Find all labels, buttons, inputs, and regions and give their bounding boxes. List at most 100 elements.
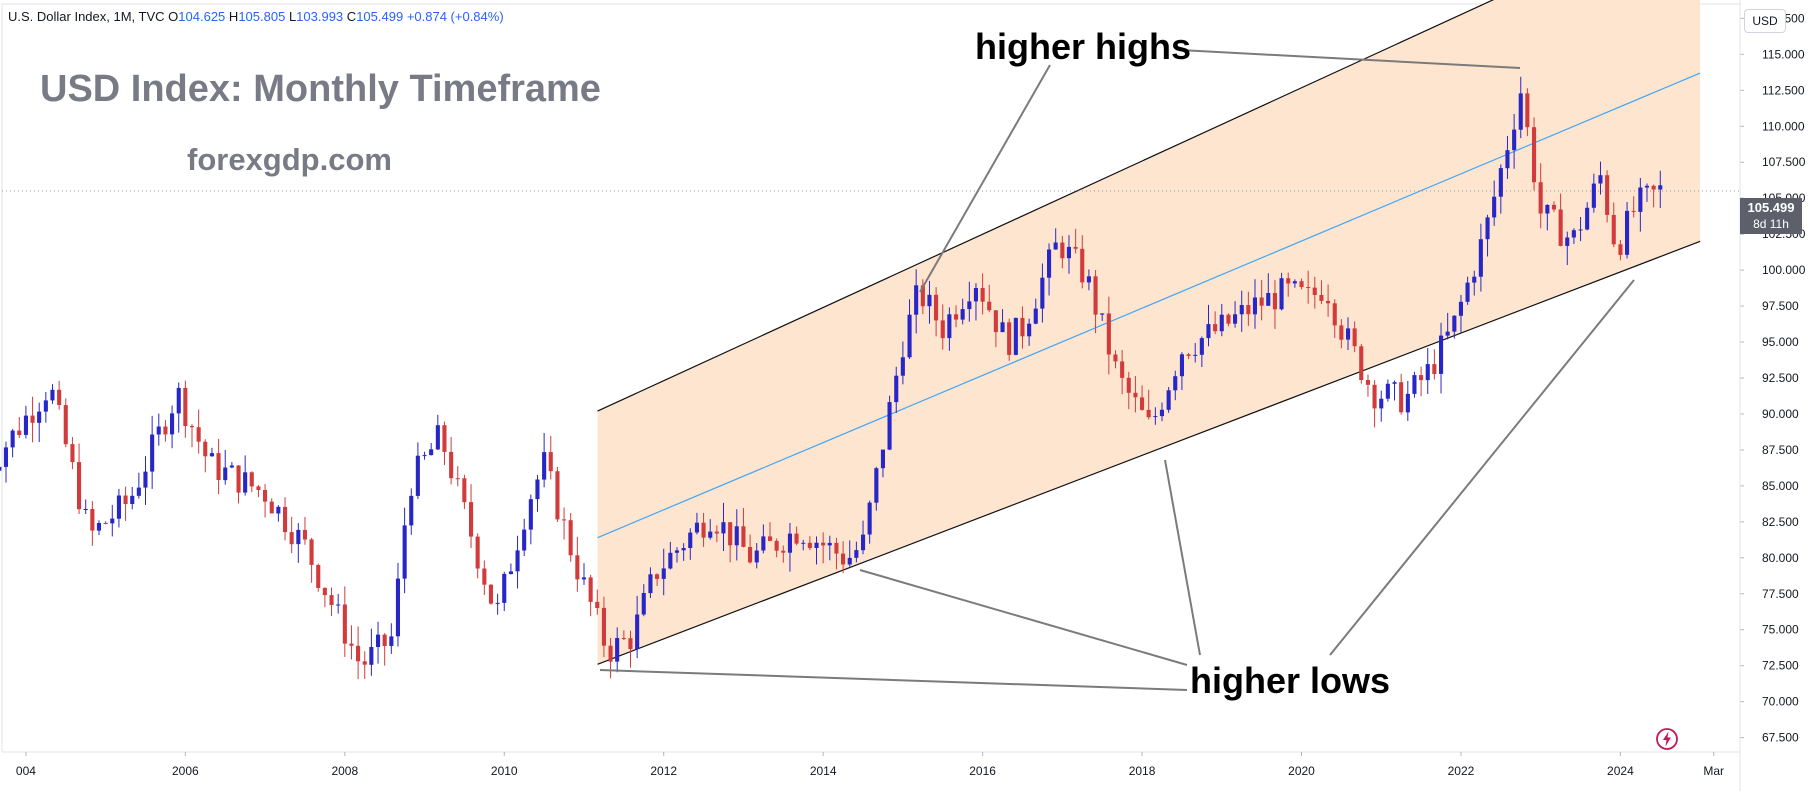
candle-body bbox=[229, 465, 234, 468]
candle-body bbox=[1186, 354, 1191, 356]
candle-body bbox=[1346, 328, 1351, 340]
candle-body bbox=[568, 520, 573, 556]
candle-body bbox=[954, 314, 959, 320]
candle-body bbox=[96, 523, 101, 531]
y-tick-label: 67.500 bbox=[1762, 731, 1799, 745]
candle-body bbox=[1027, 323, 1032, 337]
candle-body bbox=[163, 426, 168, 435]
x-tick-label: 2008 bbox=[331, 764, 358, 778]
last-price-tag: 105.499 8d 11h bbox=[1740, 198, 1802, 234]
candle-body bbox=[1565, 237, 1570, 246]
candle-body bbox=[1040, 277, 1045, 309]
lightning-bolt-icon[interactable] bbox=[1655, 727, 1679, 751]
candle-body bbox=[1086, 276, 1091, 283]
candle-body bbox=[1405, 393, 1410, 413]
candle-body bbox=[1379, 398, 1384, 409]
candle-body bbox=[761, 536, 766, 551]
y-tick-label: 100.000 bbox=[1762, 263, 1806, 277]
candle-body bbox=[1279, 278, 1284, 310]
candle-body bbox=[1432, 364, 1437, 374]
candle-body bbox=[216, 453, 221, 480]
candle-body bbox=[581, 577, 586, 580]
candle-body bbox=[1272, 293, 1277, 310]
candle-body bbox=[190, 426, 195, 428]
candle-body bbox=[269, 501, 274, 514]
candle-body bbox=[435, 425, 440, 450]
candle-body bbox=[3, 447, 8, 467]
candle-body bbox=[256, 486, 261, 490]
candle-body bbox=[1512, 129, 1517, 151]
candle-body bbox=[1658, 185, 1663, 190]
channel-fill bbox=[597, 0, 1701, 665]
y-tick-label: 80.000 bbox=[1762, 551, 1799, 565]
candle-body bbox=[1591, 183, 1596, 208]
candle-body bbox=[668, 552, 673, 569]
x-tick-label: 2018 bbox=[1129, 764, 1156, 778]
candle-body bbox=[1047, 249, 1052, 278]
candle-body bbox=[63, 405, 68, 445]
candle-body bbox=[1020, 317, 1025, 337]
candle-body bbox=[1631, 210, 1636, 212]
candle-body bbox=[1644, 185, 1649, 188]
y-tick-label: 72.500 bbox=[1762, 659, 1799, 673]
candle-body bbox=[807, 542, 812, 548]
candle-body bbox=[1332, 303, 1337, 326]
candle-body bbox=[900, 357, 905, 376]
candle-body bbox=[10, 430, 15, 448]
candle-body bbox=[1585, 207, 1590, 230]
candle-body bbox=[1106, 313, 1111, 355]
candle-body bbox=[1153, 416, 1158, 418]
candle-body bbox=[688, 532, 693, 548]
candle-body bbox=[621, 638, 626, 639]
y-tick-label: 77.500 bbox=[1762, 587, 1799, 601]
currency-badge[interactable]: USD bbox=[1744, 9, 1786, 33]
candle-body bbox=[781, 550, 786, 553]
candle-body bbox=[223, 467, 228, 481]
candle-body bbox=[30, 415, 35, 423]
candle-body bbox=[814, 542, 819, 548]
candle-body bbox=[694, 522, 699, 533]
candle-body bbox=[196, 427, 201, 442]
candle-body bbox=[827, 542, 832, 546]
candle-body bbox=[562, 519, 567, 521]
y-tick-label: 95.000 bbox=[1762, 335, 1799, 349]
candle-body bbox=[77, 462, 82, 510]
open-label: O bbox=[168, 9, 179, 24]
high-value: 105.805 bbox=[238, 9, 286, 24]
candle-body bbox=[110, 518, 115, 524]
candle-body bbox=[1485, 217, 1490, 240]
candle-body bbox=[263, 490, 268, 502]
candle-body bbox=[973, 288, 978, 302]
candle-body bbox=[1306, 287, 1311, 288]
candle-body bbox=[296, 529, 301, 545]
candle-body bbox=[674, 550, 679, 553]
candle-body bbox=[1439, 335, 1444, 374]
candle-body bbox=[1638, 187, 1643, 212]
candle-body bbox=[748, 547, 753, 563]
bar-countdown: 8d 11h bbox=[1753, 217, 1789, 231]
candle-body bbox=[1259, 297, 1264, 306]
x-tick-label: Mar bbox=[1703, 764, 1724, 778]
candle-body bbox=[369, 647, 374, 665]
candle-body bbox=[1505, 150, 1510, 169]
candle-body bbox=[907, 314, 912, 358]
candle-body bbox=[1120, 361, 1125, 378]
candle-body bbox=[1605, 175, 1610, 215]
candle-body bbox=[1213, 324, 1218, 332]
x-tick-label: 2010 bbox=[491, 764, 518, 778]
candle-body bbox=[1558, 209, 1563, 246]
y-tick-label: 90.000 bbox=[1762, 407, 1799, 421]
candle-body bbox=[555, 471, 560, 520]
candle-body bbox=[874, 468, 879, 503]
y-tick-label: 92.500 bbox=[1762, 371, 1799, 385]
candle-body bbox=[595, 601, 600, 608]
candle-body bbox=[1126, 377, 1131, 393]
candle-body bbox=[861, 534, 866, 551]
candle-body bbox=[57, 389, 62, 405]
candle-body bbox=[661, 568, 666, 579]
candle-body bbox=[1233, 314, 1238, 324]
high-label: H bbox=[228, 9, 239, 24]
candle-body bbox=[1518, 93, 1523, 130]
